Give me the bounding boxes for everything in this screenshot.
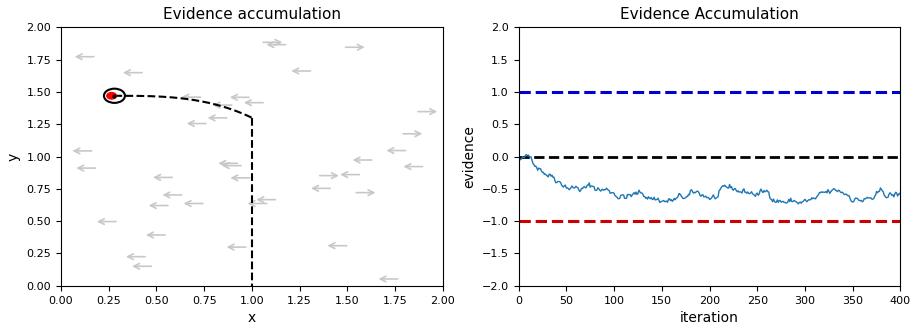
Title: Evidence accumulation: Evidence accumulation (162, 7, 341, 22)
Circle shape (106, 93, 117, 99)
X-axis label: iteration: iteration (680, 311, 739, 325)
Title: Evidence Accumulation: Evidence Accumulation (621, 7, 799, 22)
Y-axis label: y: y (7, 152, 21, 161)
Y-axis label: evidence: evidence (462, 125, 476, 188)
X-axis label: x: x (248, 311, 256, 325)
